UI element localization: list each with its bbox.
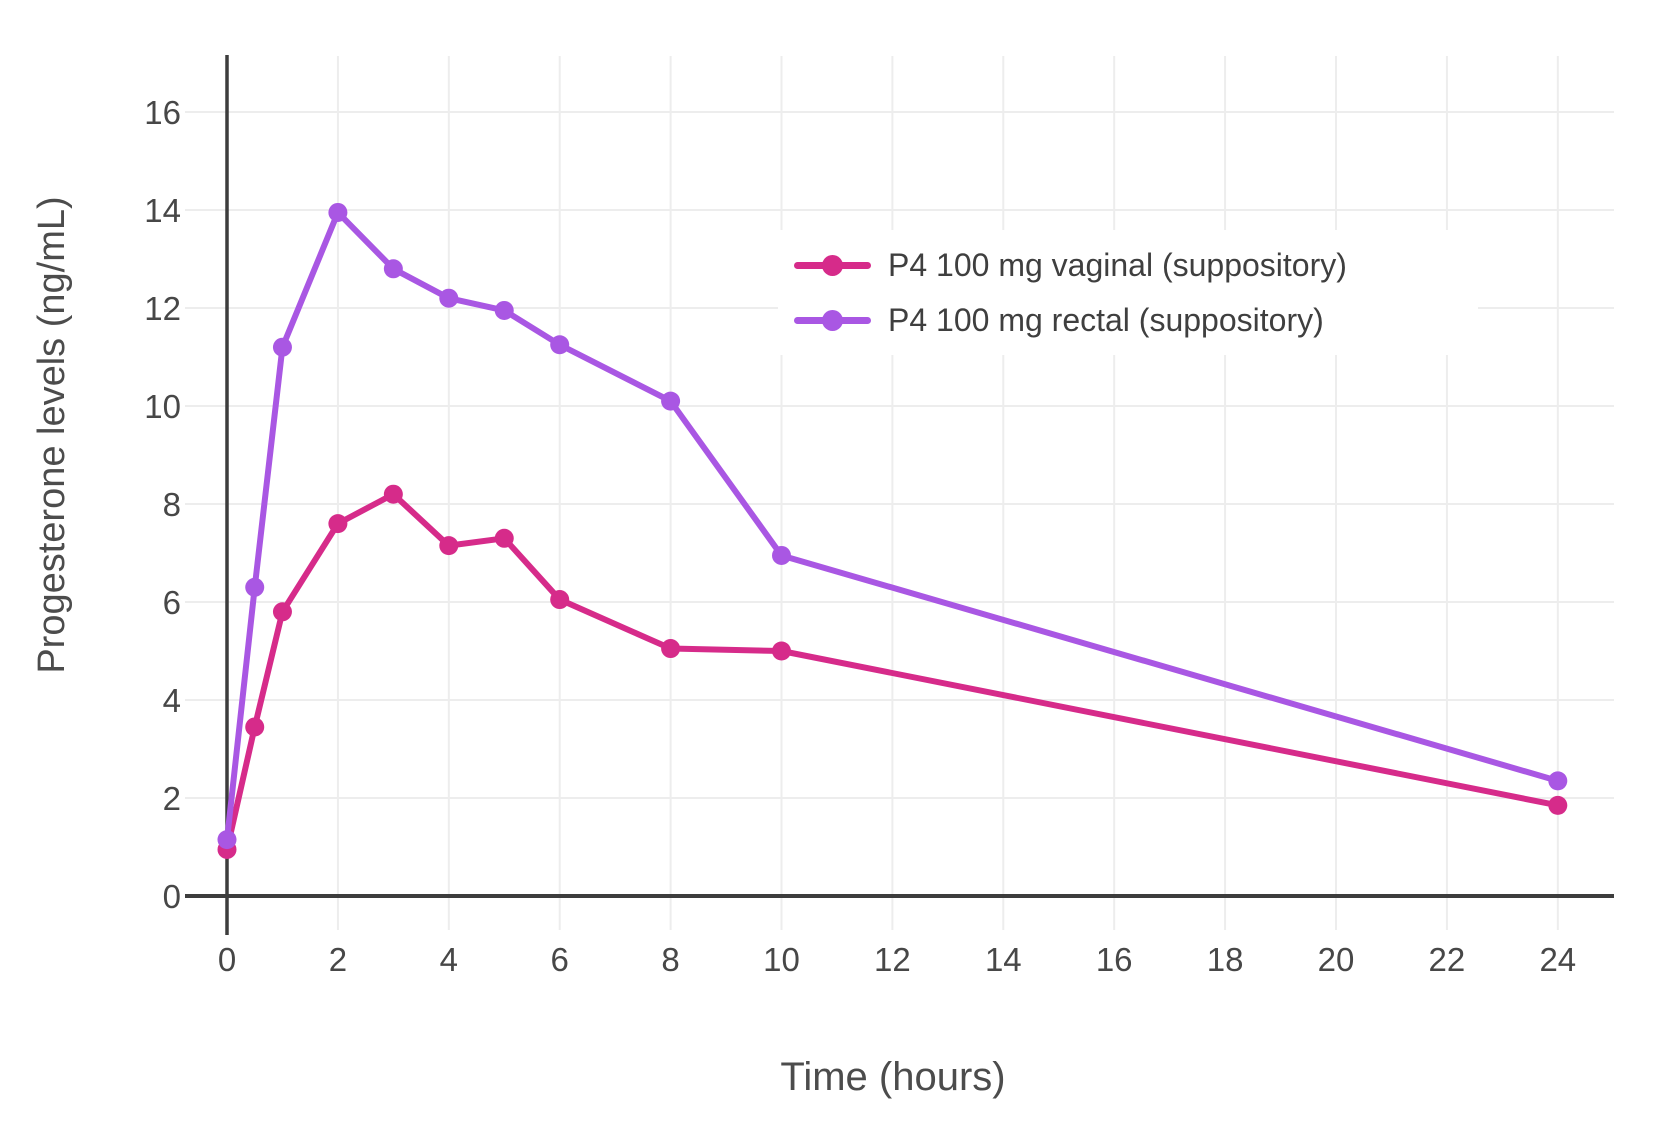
data-point	[661, 391, 681, 411]
legend-dot-icon	[822, 309, 843, 331]
data-point	[1548, 795, 1568, 815]
x-tick-label: 10	[763, 941, 800, 978]
data-point	[1548, 771, 1568, 791]
y-tick-label: 8	[163, 486, 181, 523]
series-vaginal	[217, 484, 1568, 859]
data-point	[494, 528, 514, 548]
data-point	[328, 202, 348, 222]
data-point	[383, 484, 403, 504]
x-tick-label: 22	[1429, 941, 1466, 978]
legend-marker-vaginal	[794, 254, 871, 276]
data-point	[328, 514, 348, 534]
legend-item-rectal[interactable]: P4 100 mg rectal (suppository)	[794, 299, 1478, 341]
data-point	[439, 536, 459, 556]
legend-label-vaginal: P4 100 mg vaginal (suppository)	[888, 246, 1347, 283]
legend-item-vaginal[interactable]: P4 100 mg vaginal (suppository)	[794, 244, 1478, 286]
y-tick-label: 14	[144, 192, 181, 229]
x-tick-label: 4	[440, 941, 458, 978]
y-tick-label: 2	[163, 780, 181, 817]
x-tick-label: 18	[1207, 941, 1244, 978]
data-point	[772, 641, 791, 661]
data-point	[245, 717, 265, 737]
data-point	[550, 335, 570, 355]
x-tick-label: 24	[1539, 941, 1576, 978]
x-tick-label: 2	[329, 941, 347, 978]
legend: P4 100 mg vaginal (suppository) P4 100 m…	[778, 230, 1478, 355]
x-tick-label: 8	[661, 941, 679, 978]
data-point	[217, 830, 237, 850]
data-point	[661, 639, 681, 659]
data-point	[494, 300, 514, 320]
data-point	[439, 288, 459, 308]
data-point	[550, 590, 570, 610]
data-point	[772, 545, 791, 565]
y-tick-label: 0	[163, 878, 181, 915]
y-tick-label: 16	[144, 94, 181, 131]
x-tick-label: 6	[551, 941, 569, 978]
data-point	[383, 259, 403, 279]
x-tick-label: 14	[985, 941, 1022, 978]
x-tick-label: 16	[1096, 941, 1133, 978]
y-tick-label: 10	[144, 388, 181, 425]
x-tick-label: 20	[1318, 941, 1355, 978]
x-axis-title: Time (hours)	[780, 1055, 1006, 1099]
x-tick-label: 0	[218, 941, 236, 978]
x-tick-label: 12	[874, 941, 911, 978]
data-point	[272, 602, 292, 622]
y-tick-label: 6	[163, 584, 181, 621]
legend-marker-rectal	[794, 309, 871, 331]
y-tick-label: 4	[163, 682, 181, 719]
y-tick-label: 12	[144, 290, 181, 327]
legend-dot-icon	[822, 254, 843, 276]
legend-label-rectal: P4 100 mg rectal (suppository)	[888, 301, 1324, 338]
data-point	[245, 577, 265, 597]
y-axis-title: Progesterone levels (ng/mL)	[31, 196, 73, 674]
data-point	[272, 337, 292, 357]
series-rectal	[217, 202, 1568, 850]
